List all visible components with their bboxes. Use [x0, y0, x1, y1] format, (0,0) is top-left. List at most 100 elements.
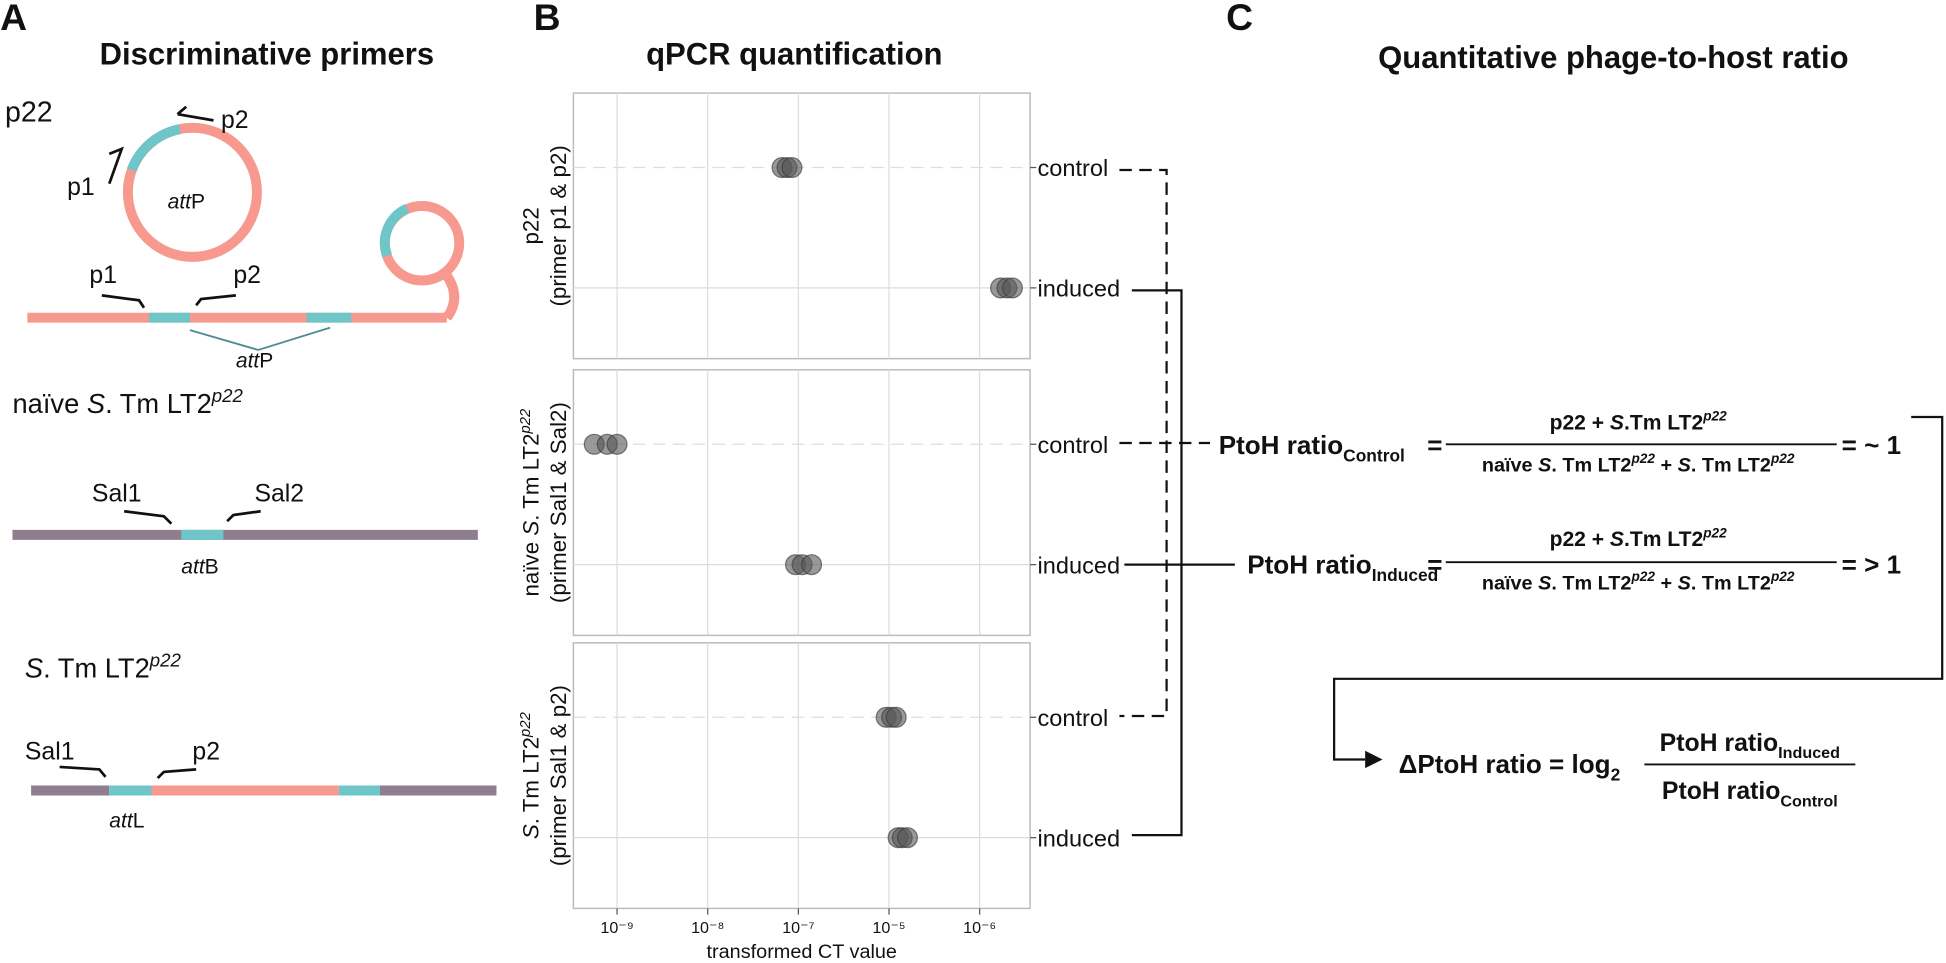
point — [781, 156, 803, 179]
formula-eq: = — [1427, 549, 1442, 579]
text-run: p22 — [519, 207, 544, 244]
chart-title: qPCR quantification — [646, 37, 942, 72]
primer — [124, 509, 173, 525]
x-tick-label: 10⁻⁹ — [600, 919, 633, 937]
text-run: att — [181, 555, 206, 578]
text-run: p22 — [518, 711, 534, 738]
text-run: PtoH ratio — [1660, 730, 1778, 757]
facet-label: S. Tm LT2p22 (primer Sal1 & p2) — [518, 685, 571, 866]
panel-letter: C — [1226, 0, 1253, 38]
text-run: . Tm LT2 — [1691, 572, 1771, 594]
text-run: naïve — [1482, 455, 1538, 477]
facet-label-line: (primer Sal1 & p2) — [546, 685, 571, 866]
text-run: PtoH ratio — [1219, 430, 1343, 460]
text-run: .Tm LT2 — [1624, 528, 1703, 551]
panel-a: A Discriminative primers p22 p2 p1 attP … — [0, 0, 497, 833]
text-run: p22 — [1770, 569, 1795, 584]
text-run: + — [1655, 455, 1678, 477]
numerator: PtoH ratioInduced — [1660, 730, 1840, 762]
text-run: p22 — [1630, 569, 1655, 584]
facet-frame — [572, 642, 1031, 910]
text-run: p22 — [1702, 525, 1727, 540]
construct-label: p22 — [5, 97, 53, 129]
primer — [101, 293, 146, 309]
denominator: naïve S. Tm LT2p22 + S. Tm LT2p22 — [1482, 569, 1795, 595]
site-pointer — [189, 326, 331, 351]
primer — [226, 509, 261, 523]
loop-join — [442, 272, 460, 321]
primer — [107, 146, 124, 185]
text-run: Control — [1780, 793, 1837, 811]
facet-label-line: S. Tm LT2p22 — [518, 711, 544, 839]
construct-label: S. Tm LT2p22 — [25, 649, 182, 683]
category-label: control — [1038, 155, 1109, 181]
text-run: S — [1678, 572, 1692, 594]
text-run: ΔPtoH ratio = log — [1399, 749, 1611, 779]
primer-label: Sal2 — [254, 480, 304, 507]
primer — [176, 105, 214, 122]
formula-result: = > 1 — [1842, 549, 1901, 579]
text-run: naïve — [519, 536, 544, 597]
denominator: PtoH ratioControl — [1662, 778, 1838, 810]
text-run: att — [109, 810, 134, 833]
text-run: att — [236, 349, 261, 372]
text-run: L — [133, 810, 145, 833]
panel-letter: B — [534, 0, 561, 38]
text-run: PtoH ratio — [1247, 549, 1371, 579]
text-run: PtoH ratio — [1662, 778, 1780, 805]
x-tick-label: 10⁻⁵ — [872, 919, 905, 937]
facet: control induced p22 (primer p1 & p2) — [519, 92, 1120, 360]
category-label: control — [1038, 432, 1109, 458]
category-label: control — [1038, 705, 1109, 731]
primer — [156, 768, 197, 780]
facet-label-line: (primer Sal1 & Sal2) — [546, 402, 571, 603]
text-run: Induced — [1372, 565, 1439, 585]
text-run: . Tm LT2 — [1691, 455, 1771, 477]
text-run: Induced — [1778, 744, 1840, 762]
text-run: P — [259, 349, 273, 372]
text-run: naïve — [12, 388, 86, 419]
facet-frame — [572, 369, 1031, 637]
text-run: . Tm LT2 — [519, 434, 544, 521]
primer — [195, 293, 237, 307]
facet-label-line: (primer p1 & p2) — [546, 145, 571, 306]
text-run: . Tm LT2 — [519, 737, 544, 824]
text-run: S — [519, 824, 544, 839]
connector — [1333, 415, 1944, 761]
panel-letter: A — [0, 0, 27, 38]
point — [606, 433, 628, 455]
text-run: naïve — [1482, 572, 1538, 594]
connector — [1131, 289, 1183, 837]
text-run: P — [191, 190, 205, 213]
text-run: B — [205, 555, 219, 578]
primer-label: p1 — [67, 174, 95, 201]
text-run: Control — [1343, 446, 1405, 466]
primer — [59, 765, 107, 778]
x-tick-label: 10⁻⁷ — [782, 919, 814, 937]
facet-label-line: naïve S. Tm LT2p22 — [518, 408, 544, 597]
site-label: attB — [181, 555, 218, 578]
site-label: attP — [236, 349, 273, 372]
x-tick-label: 10⁻⁶ — [963, 919, 996, 937]
primer-label: p2 — [233, 262, 261, 289]
formula-eq: = — [1427, 430, 1442, 460]
formula-lhs: ΔPtoH ratio = log2 — [1399, 749, 1621, 784]
text-run: .Tm LT2 — [1624, 411, 1703, 434]
denominator: naïve S. Tm LT2p22 + S. Tm LT2p22 — [1482, 451, 1795, 477]
panel-title: Discriminative primers — [100, 37, 434, 72]
text-run: + — [1655, 572, 1678, 594]
text-run: S — [519, 521, 544, 536]
facet-frame — [572, 92, 1031, 360]
facet-label: p22 (primer p1 & p2) — [519, 145, 571, 306]
att-site — [379, 203, 410, 258]
text-run: . Tm LT2 — [105, 388, 212, 419]
point — [896, 827, 919, 849]
point — [885, 706, 907, 728]
text-run: p22 — [149, 649, 182, 670]
text-run: S — [25, 653, 43, 684]
category-label: induced — [1038, 825, 1121, 851]
primer-label: Sal1 — [25, 738, 75, 765]
construct-label: naïve S. Tm LT2p22 — [12, 385, 243, 419]
